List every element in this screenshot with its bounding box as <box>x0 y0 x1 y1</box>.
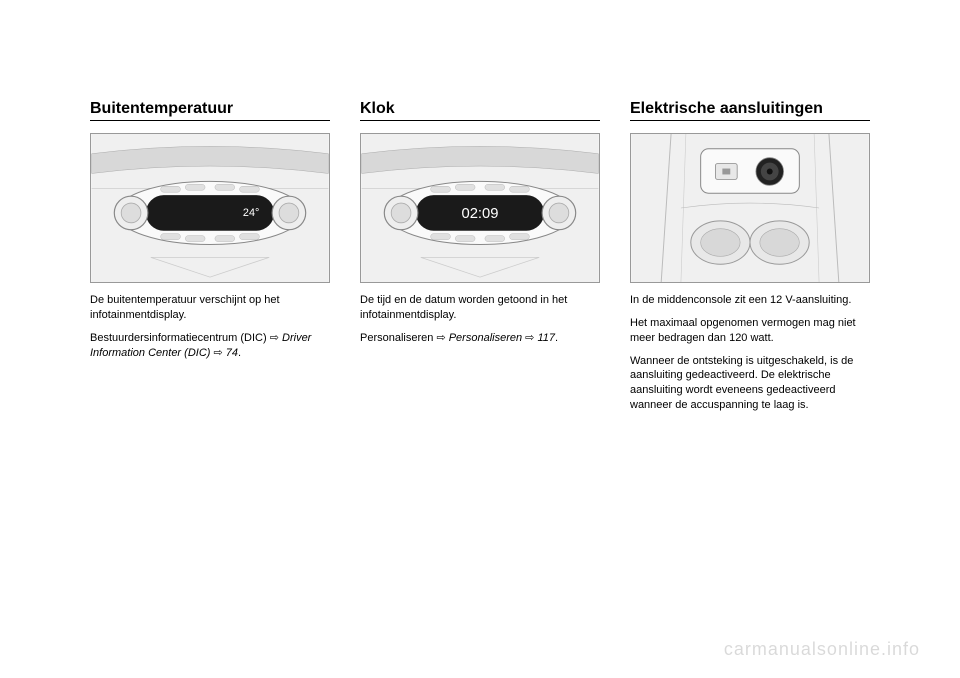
col2-heading: Klok <box>360 100 600 121</box>
col2-para2: Personaliseren ⇨ Personali­seren ⇨ 117. <box>360 331 600 346</box>
col1-heading: Buitentemperatuur <box>90 100 330 121</box>
col3-para1: In de middenconsole zit een 12 V-aanslui… <box>630 293 870 308</box>
col1-illustration: 24° <box>90 133 330 283</box>
col1-para2-ref: 74 <box>226 347 238 359</box>
col3-heading: Elektrische aansluitingen <box>630 100 870 121</box>
col1-para2-pre: Bestuurdersinformatiecentrum (DIC) <box>90 332 270 344</box>
page-ref-icon: ⇨ <box>214 346 223 361</box>
col2-para2-pre: Personaliseren <box>360 332 436 344</box>
col2-para2-post: . <box>555 332 558 344</box>
col2-para2-link: Personali­seren <box>449 332 522 344</box>
ref-arrow-icon: ⇨ <box>436 331 445 346</box>
page-ref-icon: ⇨ <box>525 331 534 346</box>
display-clock: 02:09 <box>461 206 498 222</box>
col3-para3: Wanneer de ontsteking is uitgescha­keld,… <box>630 354 870 413</box>
display-temp: 24° <box>243 207 259 219</box>
col3-illustration <box>630 133 870 283</box>
ref-arrow-icon: ⇨ <box>270 331 279 346</box>
col2-para2-ref: 117 <box>537 332 555 344</box>
watermark: carmanualsonline.info <box>724 639 920 660</box>
col2-illustration: 02:09 <box>360 133 600 283</box>
col3-para2: Het maximaal opgenomen vermogen mag niet… <box>630 316 870 346</box>
col1-para2-post: . <box>238 347 241 359</box>
col1-para1: De buitentemperatuur verschijnt op het i… <box>90 293 330 323</box>
col1-para2: Bestuurdersinformatiecentrum (DIC) ⇨ Dri… <box>90 331 330 361</box>
col2-para1: De tijd en de datum worden getoond in he… <box>360 293 600 323</box>
